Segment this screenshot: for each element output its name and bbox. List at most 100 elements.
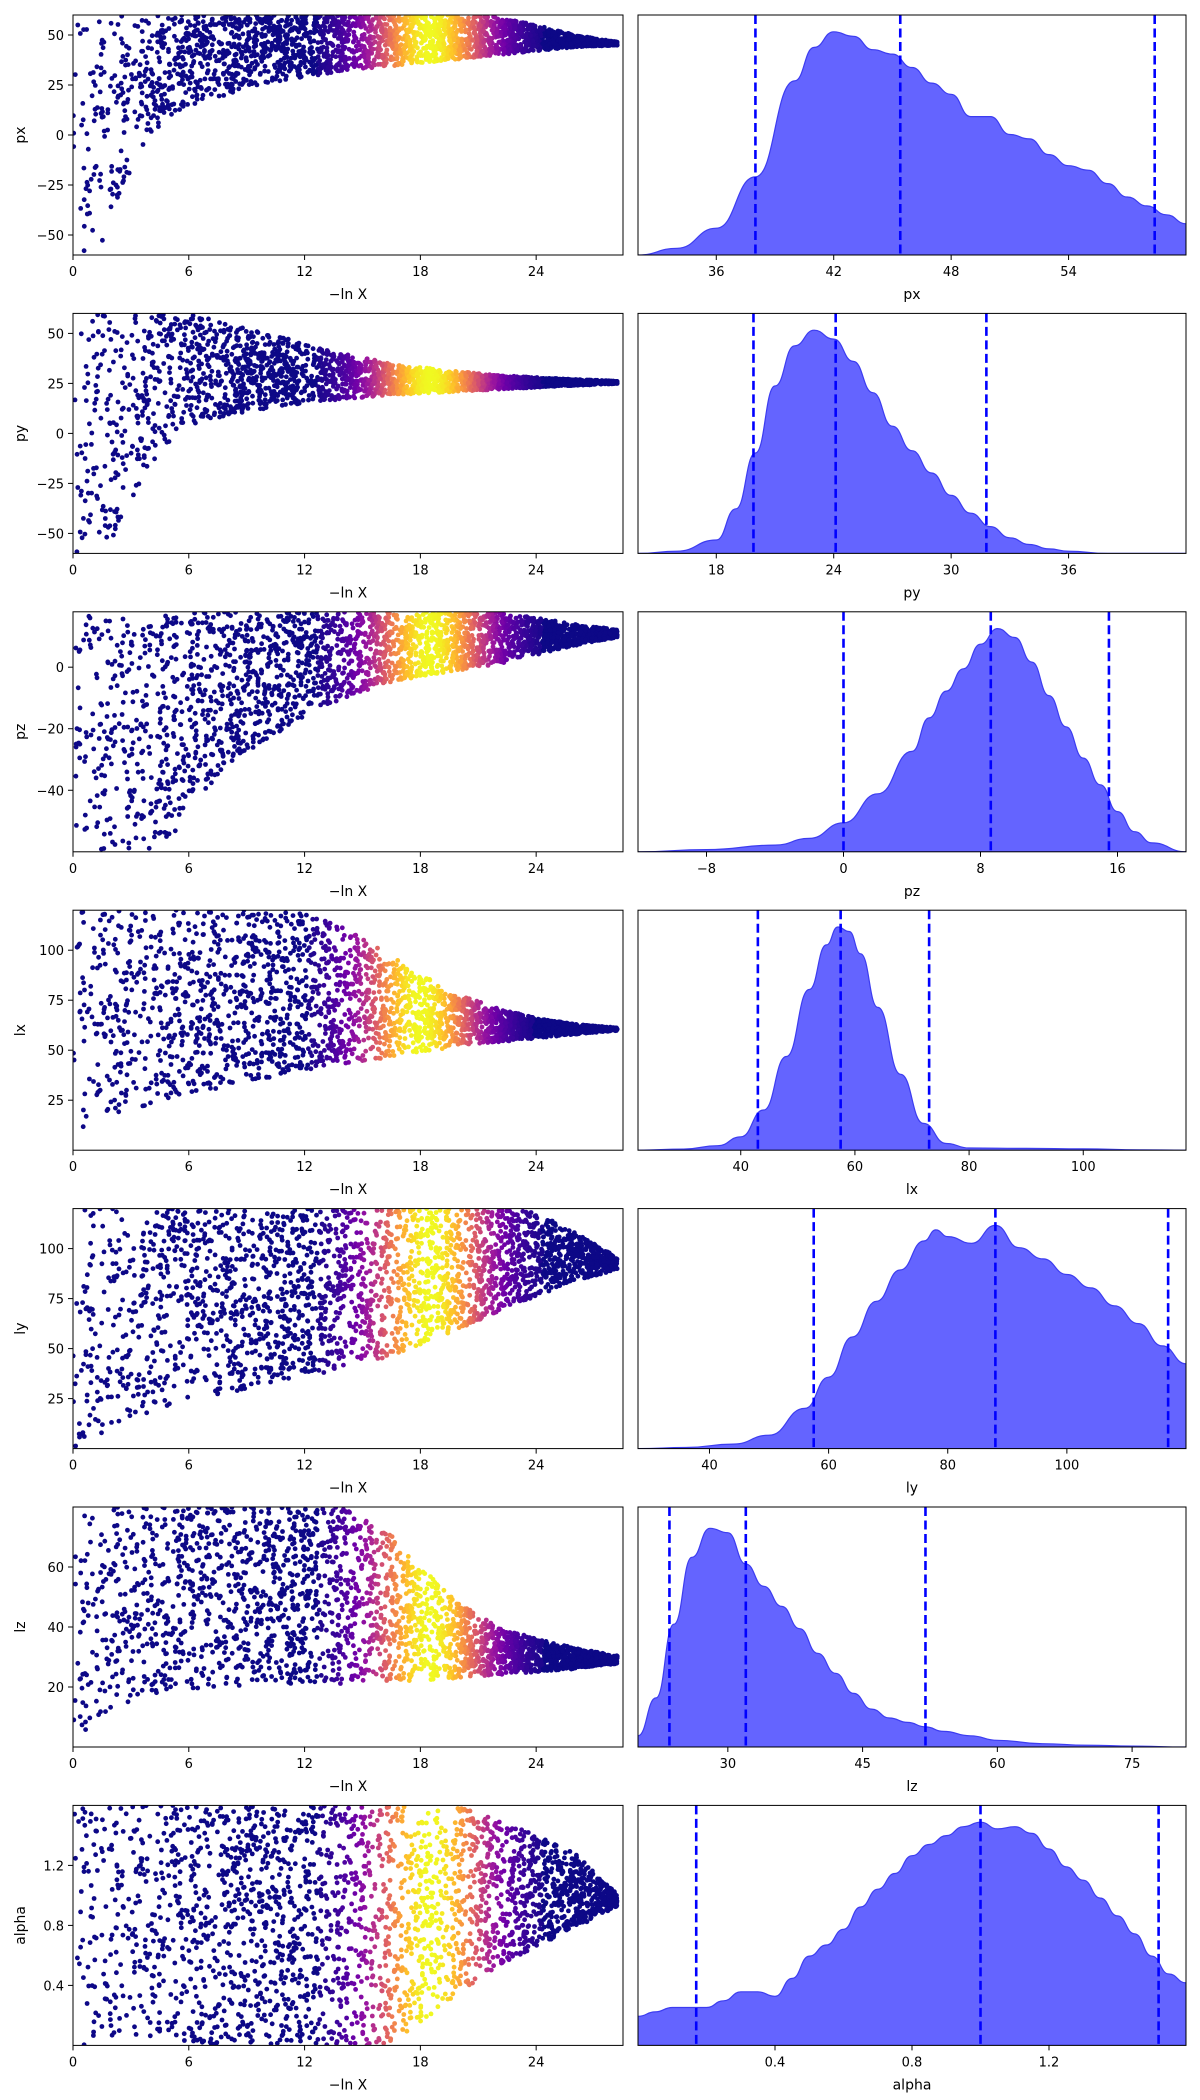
scatter-point xyxy=(91,471,97,477)
scatter-point xyxy=(498,19,504,25)
scatter-point xyxy=(299,50,305,56)
scatter-point xyxy=(324,45,330,51)
scatter-point xyxy=(276,349,281,355)
scatter-point xyxy=(254,15,260,20)
scatter-point xyxy=(176,50,182,56)
scatter-point xyxy=(291,372,297,377)
scatter-point xyxy=(317,62,323,67)
scatter-point xyxy=(147,329,153,335)
scatter-point xyxy=(410,16,415,22)
scatter-point xyxy=(448,51,454,57)
scatter-point xyxy=(354,373,359,379)
scatter-point xyxy=(138,84,143,90)
scatter-point xyxy=(126,45,132,51)
scatter-point xyxy=(259,20,265,26)
scatter-point xyxy=(294,355,299,361)
scatter-point xyxy=(124,99,130,105)
scatter-point xyxy=(381,382,387,387)
scatter-point xyxy=(414,57,420,63)
scatter-point xyxy=(258,364,263,369)
scatter-point xyxy=(523,41,529,46)
scatter-point xyxy=(387,31,393,37)
scatter-point xyxy=(198,332,203,338)
scatter-point xyxy=(470,37,475,43)
scatter-point xyxy=(372,39,378,45)
scatter-point xyxy=(223,370,229,376)
scatter-point xyxy=(86,337,92,342)
scatter-point xyxy=(377,20,383,26)
scatter-point xyxy=(407,47,413,53)
scatter-point xyxy=(224,51,230,57)
scatter-point xyxy=(398,42,404,48)
scatter-point xyxy=(201,15,207,19)
scatter-point xyxy=(176,45,181,51)
scatter-point xyxy=(94,351,100,357)
scatter-point xyxy=(384,47,390,53)
scatter-point xyxy=(363,59,368,64)
scatter-point xyxy=(266,385,272,391)
scatter-point xyxy=(198,85,204,90)
scatter-point xyxy=(236,46,242,52)
y-tick-label: −50 xyxy=(37,229,64,244)
scatter-point xyxy=(477,45,483,50)
scatter-point xyxy=(436,58,441,63)
scatter-point xyxy=(83,186,89,192)
scatter-point xyxy=(168,73,174,79)
scatter-point xyxy=(339,376,345,382)
scatter-point xyxy=(160,84,166,90)
scatter-point xyxy=(317,58,322,63)
scatter-point xyxy=(392,22,398,28)
scatter-point xyxy=(252,65,258,70)
scatter-point xyxy=(208,322,214,328)
scatter-point xyxy=(366,366,372,372)
scatter-point xyxy=(257,72,263,77)
scatter-point xyxy=(270,368,276,373)
scatter-point xyxy=(540,41,545,46)
scatter-point xyxy=(268,47,274,53)
scatter-point xyxy=(85,203,91,209)
scatter-point xyxy=(280,71,286,77)
scatter-point xyxy=(458,26,464,32)
scatter-point xyxy=(453,378,458,384)
scatter-point xyxy=(178,350,184,356)
scatter-point xyxy=(591,42,597,48)
scatter-point xyxy=(370,18,375,23)
scatter-point xyxy=(222,402,228,408)
scatter-point xyxy=(245,356,251,362)
scatter-point xyxy=(246,375,252,381)
scatter-point xyxy=(109,76,115,81)
scatter-point xyxy=(101,69,107,75)
scatter-point xyxy=(280,352,286,358)
scatter-point xyxy=(115,514,121,520)
scatter-point xyxy=(226,71,232,76)
scatter-point xyxy=(480,19,486,25)
scatter-point xyxy=(193,33,199,39)
scatter-point xyxy=(124,340,130,345)
scatter-point xyxy=(318,48,324,53)
scatter-point xyxy=(149,46,155,52)
scatter-point xyxy=(445,47,451,53)
scatter-point xyxy=(290,48,296,54)
scatter-point xyxy=(156,124,161,129)
scatter-point xyxy=(204,26,209,32)
scatter-point xyxy=(200,32,205,38)
scatter-point xyxy=(188,378,194,384)
y-tick-label: −25 xyxy=(37,179,64,194)
scatter-point xyxy=(459,38,465,44)
scatter-point xyxy=(265,69,271,74)
scatter-point xyxy=(255,30,260,36)
scatter-point xyxy=(361,32,367,37)
scatter-point xyxy=(337,395,343,400)
scatter-point xyxy=(494,30,499,35)
scatter-point xyxy=(129,84,135,90)
scatter-point xyxy=(423,46,429,51)
scatter-point xyxy=(107,367,112,373)
scatter-point xyxy=(298,59,304,65)
scatter-point xyxy=(425,366,431,372)
scatter-point xyxy=(207,373,213,379)
scatter-point xyxy=(233,386,239,392)
scatter-point xyxy=(387,391,392,397)
scatter-point xyxy=(164,333,169,339)
scatter-point xyxy=(408,54,413,59)
scatter-point xyxy=(202,381,208,387)
